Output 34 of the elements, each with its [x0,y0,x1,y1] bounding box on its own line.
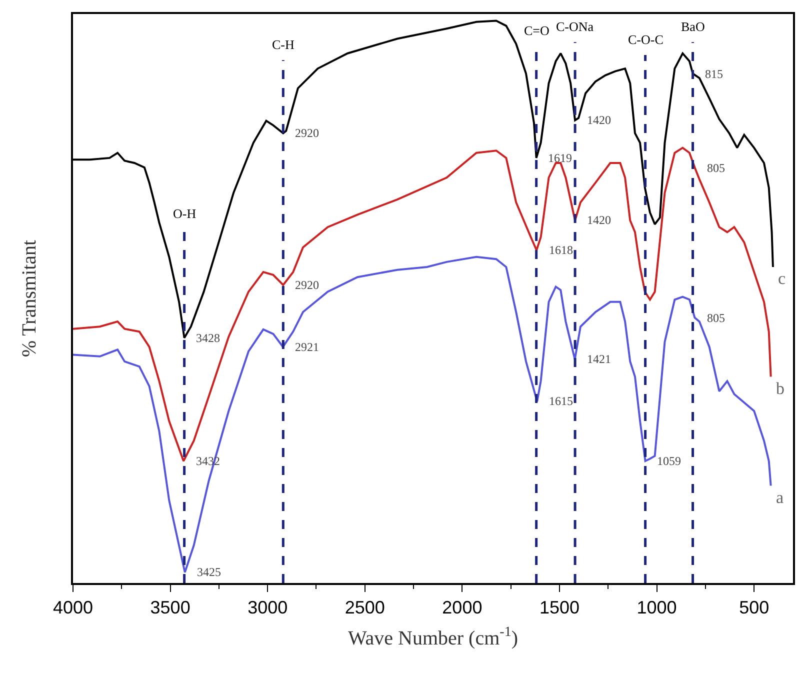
series-label: a [776,488,784,507]
annotation: 2920 [295,126,319,140]
x-tick-label: 500 [739,597,770,618]
y-axis-title: % Transmitant [18,239,40,358]
ref-line-label: C-O-C [628,32,664,47]
x-tick-label: 2500 [344,597,385,618]
x-tick-label: 3500 [150,597,190,618]
annotation: 1421 [587,352,611,366]
annotation: 3428 [196,331,220,345]
x-axis-title: Wave Number (cm$^{-1}$) [348,624,518,650]
annotation: 2921 [295,340,319,354]
annotation: 3425 [197,565,221,579]
x-tick-label: 4000 [52,597,94,618]
annotation: 1619 [548,151,572,165]
annotation: 1615 [549,394,573,408]
x-tick-label: 2000 [442,597,482,618]
annotation: 1059 [657,454,681,468]
ref-line-label: O-H [173,206,196,221]
annotation: 1618 [549,243,573,257]
annotation: 1420 [587,213,611,227]
annotation: 805 [707,161,725,175]
ref-line-label: BaO [681,19,705,34]
ref-line-label: C=O [524,23,550,38]
annotation: 815 [705,67,723,81]
annotation: 2920 [295,278,319,292]
ref-line-label: C-H [272,37,294,52]
series-label: c [778,269,786,288]
ref-line-label: C-ONa [556,19,594,34]
x-tick-label: 1500 [539,597,580,618]
annotation: 1420 [587,113,611,127]
x-tick-label: 3000 [248,597,288,618]
series-label: b [776,379,784,398]
annotation: 805 [707,311,725,325]
x-tick-label: 1000 [636,597,677,618]
